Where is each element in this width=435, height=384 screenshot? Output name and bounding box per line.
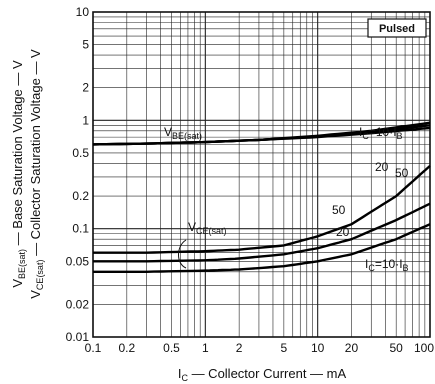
lower-curve-label-20: 20 (336, 225, 350, 239)
x-tick-labels: 0.1 0.2 0.5 1 2 5 10 20 50 100 (85, 341, 435, 355)
pulsed-badge: Pulsed (379, 23, 415, 35)
upper-curve-label-20: 20 (375, 160, 389, 174)
y-tick-label: 0.01 (66, 330, 90, 344)
x-tick-label: 5 (281, 341, 288, 355)
vce-sat-curve-4 (93, 202, 431, 263)
x-tick-label: 10 (311, 341, 325, 355)
y-tick-label: 5 (82, 38, 89, 52)
y-tick-label: 10 (76, 5, 90, 19)
vce-sat-curve-5 (93, 164, 431, 254)
ic-ratio-label-upper: IC=10·IB (359, 125, 403, 141)
vce-sat-label: VCE(sat) (188, 220, 227, 236)
y-tick-label: 0.2 (72, 189, 89, 203)
plot-frame (92, 11, 431, 338)
x-tick-label: 0.5 (163, 341, 180, 355)
lower-curve-label-50: 50 (332, 203, 346, 217)
vce-bracket (178, 239, 187, 269)
pulsed-badge-box (367, 18, 427, 38)
vbe-sat-label: VBE(sat) (164, 125, 202, 141)
y-tick-label: 0.5 (72, 146, 89, 160)
y-tick-label: 1 (82, 113, 89, 127)
y-tick-label: 0.02 (66, 297, 90, 311)
ic-ratio-label-lower: IC=10·IB (365, 257, 409, 273)
y-tick-label: 0.1 (72, 222, 89, 236)
vce-sat-curve-3 (93, 223, 431, 273)
x-tick-label: 2 (236, 341, 243, 355)
y-axis-label-vbe: VBE(sat) — Base Saturation Voltage — V (10, 60, 27, 288)
x-tick-label: 20 (345, 341, 359, 355)
y-tick-label: 0.05 (66, 254, 90, 268)
y-tick-labels: 0.01 0.02 0.05 0.1 0.2 0.5 1 2 5 10 (66, 5, 90, 344)
upper-curve-label-50: 50 (395, 166, 409, 180)
chart-curves (92, 121, 431, 273)
y-axis-label-vce: VCE(sat) — Collector Saturation Voltage … (28, 49, 45, 299)
x-tick-label: 0.2 (118, 341, 135, 355)
x-tick-label: 1 (202, 341, 209, 355)
x-tick-label: 0.1 (85, 341, 102, 355)
vbe-sat-curve-2 (92, 121, 431, 146)
x-tick-label: 50 (390, 341, 404, 355)
chart-grid (92, 12, 430, 338)
x-axis-label: IC — Collector Current — mA (178, 366, 347, 383)
y-tick-label: 2 (82, 81, 89, 95)
x-tick-label: 100 (414, 341, 434, 355)
